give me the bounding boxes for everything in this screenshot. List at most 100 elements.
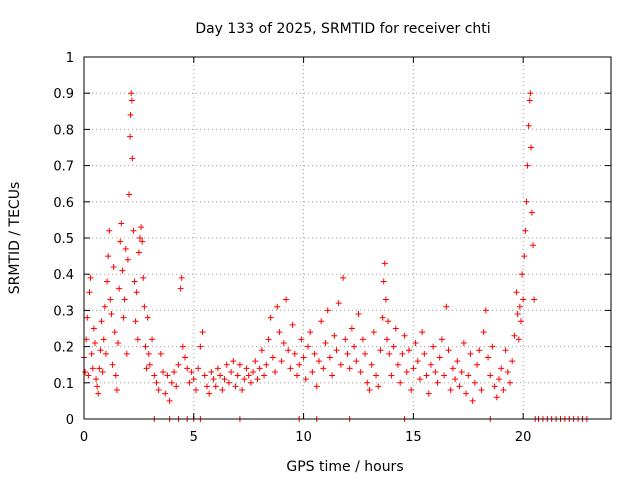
data-point: [164, 372, 171, 379]
data-point: [408, 387, 415, 394]
data-point: [320, 365, 327, 372]
data-point: [84, 314, 91, 321]
data-point: [307, 329, 314, 336]
data-point: [184, 365, 191, 372]
data-point: [291, 350, 298, 357]
data-point: [171, 368, 178, 375]
data-point: [121, 296, 128, 303]
data-point: [206, 390, 213, 397]
data-point: [126, 191, 133, 198]
data-point: [263, 361, 270, 368]
data-point: [143, 365, 150, 372]
data-point: [324, 307, 331, 314]
data-point: [525, 122, 532, 129]
data-point: [515, 336, 522, 343]
data-point: [521, 253, 528, 260]
data-point: [192, 387, 199, 394]
data-point: [274, 303, 281, 310]
data-point: [239, 387, 246, 394]
data-point: [493, 394, 500, 401]
data-point: [380, 278, 387, 285]
y-tick-label: 0.9: [53, 87, 74, 102]
data-point: [412, 339, 419, 346]
data-point: [467, 350, 474, 357]
data-point: [155, 387, 162, 394]
data-point: [511, 332, 518, 339]
data-point: [480, 329, 487, 336]
data-point: [102, 350, 109, 357]
data-point: [287, 365, 294, 372]
data-point: [265, 336, 272, 343]
y-tick-labels: 0 0.1 0.2 0.3 0.4 0.5 0.6 0.7 0.8 0.9 1: [53, 51, 74, 428]
data-point: [441, 372, 448, 379]
data-point: [136, 235, 143, 241]
data-point: [379, 314, 386, 321]
data-point: [523, 198, 530, 205]
data-point: [94, 383, 101, 390]
gridlines: [84, 57, 611, 419]
data-point: [322, 339, 329, 346]
data-point: [449, 365, 456, 372]
data-point: [509, 358, 516, 365]
data-point: [100, 336, 107, 343]
data-point: [368, 361, 375, 368]
data-point: [166, 397, 173, 404]
data-point: [88, 350, 95, 357]
data-point: [491, 383, 498, 390]
data-point: [513, 289, 520, 296]
data-point: [269, 354, 276, 361]
data-point: [124, 256, 131, 263]
x-axis-label: GPS time / hours: [286, 459, 403, 475]
data-point: [514, 311, 521, 318]
data-point: [289, 321, 296, 328]
data-point: [357, 368, 364, 375]
data-point: [97, 347, 104, 354]
data-point: [219, 387, 226, 394]
data-point: [526, 97, 533, 104]
data-point: [250, 368, 257, 375]
data-point: [522, 227, 529, 234]
plot-frame: [83, 56, 612, 420]
data-point: [311, 350, 318, 357]
data-point: [272, 368, 279, 375]
data-point: [337, 361, 344, 368]
data-point: [293, 372, 300, 379]
data-point: [502, 347, 509, 354]
data-point: [436, 354, 443, 361]
data-point: [298, 336, 305, 343]
data-point: [438, 336, 445, 343]
data-point: [300, 354, 307, 361]
data-point: [458, 368, 465, 375]
data-point: [232, 383, 239, 390]
data-point: [370, 329, 377, 336]
data-point: [416, 376, 423, 383]
data-point: [489, 343, 496, 350]
data-point: [386, 350, 393, 357]
chart-title: Day 133 of 2025, SRMTID for receiver cht…: [195, 21, 490, 37]
data-point: [381, 260, 388, 267]
data-point: [373, 372, 380, 379]
data-point: [241, 376, 248, 383]
data-point: [201, 372, 208, 379]
data-point: [434, 379, 441, 386]
data-point: [285, 347, 292, 354]
data-point: [182, 354, 189, 361]
data-point: [132, 318, 139, 325]
data-point: [516, 303, 523, 310]
data-point: [504, 368, 511, 375]
data-point: [95, 390, 102, 397]
data-point: [315, 358, 322, 365]
data-point: [278, 358, 285, 365]
data-point: [254, 376, 261, 383]
data-point: [531, 296, 538, 303]
data-point: [128, 90, 135, 97]
data-point: [252, 358, 259, 365]
data-point: [141, 303, 148, 310]
data-point: [117, 238, 124, 245]
data-points: [81, 90, 590, 422]
data-point: [419, 329, 426, 336]
x-tick-labels: 0 5 10 15 20: [80, 430, 532, 445]
data-point: [96, 365, 103, 372]
data-point: [221, 376, 228, 383]
data-point: [108, 311, 115, 318]
